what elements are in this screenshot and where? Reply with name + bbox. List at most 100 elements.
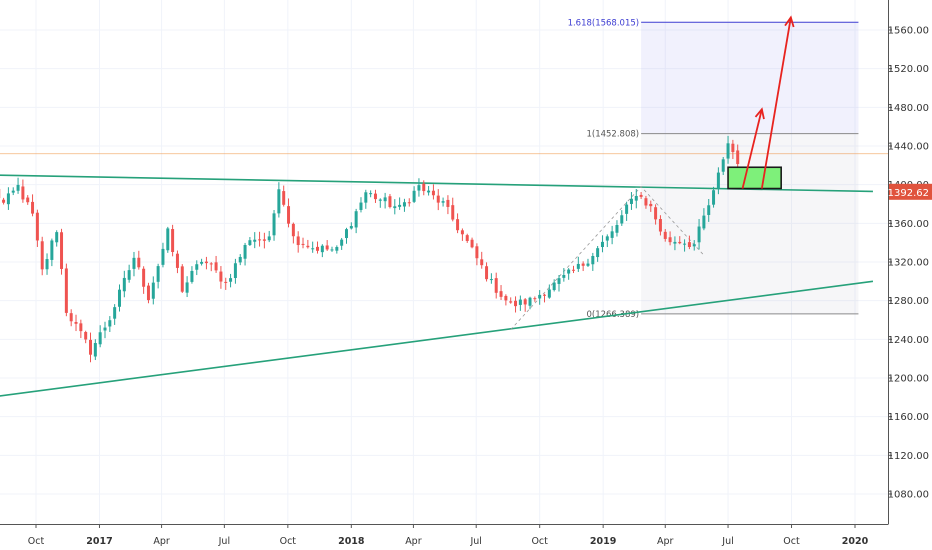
price-tick-label: 1280.00 xyxy=(888,296,929,307)
time-axis[interactable]: Oct 2017 Apr Jul Oct 2018 Apr Jul Oct 2019 Apr Jul O… xyxy=(0,524,932,550)
grid xyxy=(0,0,888,524)
candle-body xyxy=(311,248,315,250)
candle-body xyxy=(50,240,54,260)
candle-body xyxy=(16,184,20,191)
projection-arrow-2[interactable] xyxy=(760,15,795,189)
candle xyxy=(60,228,64,275)
candle xyxy=(21,179,25,203)
candle xyxy=(6,187,10,210)
candle xyxy=(31,194,35,217)
time-tick-label: Oct xyxy=(280,536,297,547)
candle-body xyxy=(658,219,662,232)
candle xyxy=(16,177,20,194)
candle xyxy=(494,272,498,299)
candle xyxy=(267,230,271,243)
candle xyxy=(233,258,237,284)
candle-body xyxy=(567,269,571,274)
candle xyxy=(364,189,368,209)
candle-body xyxy=(84,331,88,340)
target-zone-box[interactable] xyxy=(727,166,782,190)
candle xyxy=(311,241,315,253)
candle xyxy=(417,178,421,197)
trendlines[interactable] xyxy=(0,153,888,398)
candle xyxy=(509,297,513,304)
candle-body xyxy=(253,239,257,242)
candle xyxy=(93,339,97,361)
candle xyxy=(190,266,194,284)
candle-body xyxy=(465,235,469,241)
candle xyxy=(161,242,165,268)
candle-body xyxy=(132,257,136,269)
candle xyxy=(678,236,682,245)
candle xyxy=(151,276,155,305)
candle-body xyxy=(26,197,30,203)
candle-body xyxy=(528,297,532,306)
arrow-head xyxy=(784,15,795,28)
candle xyxy=(658,215,662,236)
candle-body xyxy=(40,241,44,270)
candle xyxy=(316,241,320,254)
candle xyxy=(388,193,392,209)
candle xyxy=(175,250,179,274)
candle-body xyxy=(407,202,411,204)
candle xyxy=(214,255,218,273)
zigzag-pattern-line[interactable] xyxy=(510,186,705,330)
candle xyxy=(441,197,445,207)
candle xyxy=(378,198,382,208)
candle-body xyxy=(707,205,711,215)
candle-body xyxy=(485,266,489,280)
candle xyxy=(610,225,614,245)
candle xyxy=(499,285,503,300)
candle-body xyxy=(349,226,353,229)
price-axis[interactable]: 1080.00 1120.00 1160.00 1200.00 1240.00 1280.… xyxy=(888,0,932,550)
projection-arrow-1[interactable] xyxy=(741,107,765,189)
candle-body xyxy=(398,204,402,207)
candle xyxy=(287,198,291,228)
candle xyxy=(180,264,184,293)
fibonacci-extension[interactable]: 1.618(1568.015)1(1452.808)0(1266.389) xyxy=(568,18,859,320)
candle-body xyxy=(509,301,513,303)
candle-body xyxy=(475,246,479,259)
candle xyxy=(663,229,667,242)
candle xyxy=(470,237,474,249)
candle xyxy=(108,316,112,332)
time-tick-label: Apr xyxy=(153,536,170,547)
candle-body xyxy=(330,249,334,251)
candle-body xyxy=(634,195,638,201)
candle-body xyxy=(166,228,170,251)
candle-body xyxy=(378,199,382,201)
trendline-support[interactable] xyxy=(0,280,874,397)
candle-body xyxy=(55,232,59,243)
candle-body xyxy=(301,243,305,245)
candle-body xyxy=(678,241,682,244)
candle xyxy=(687,235,691,250)
candle-body xyxy=(248,240,252,246)
candle-body xyxy=(180,266,184,292)
candle xyxy=(262,232,266,249)
candle xyxy=(567,268,571,280)
candle xyxy=(431,184,435,200)
candle-body xyxy=(113,307,117,319)
candle-body xyxy=(644,198,648,206)
price-tick-label: 1120.00 xyxy=(888,451,929,462)
candle-body xyxy=(431,190,435,196)
arrow-head xyxy=(754,107,765,120)
annotations[interactable] xyxy=(727,15,795,190)
candle-body xyxy=(185,282,189,293)
candle-body xyxy=(383,197,387,202)
candle xyxy=(620,210,624,226)
candle-body xyxy=(267,236,271,241)
candle-body xyxy=(291,223,295,237)
candle-body xyxy=(21,186,25,200)
candle xyxy=(248,237,252,247)
candle xyxy=(456,213,460,234)
candle-body xyxy=(224,281,228,283)
candle-body xyxy=(364,192,368,203)
price-tick-label: 1520.00 xyxy=(888,64,929,75)
candle-body xyxy=(683,243,687,245)
candle-body xyxy=(533,298,537,300)
candle xyxy=(224,277,228,290)
trendline-resistance[interactable] xyxy=(0,174,873,193)
